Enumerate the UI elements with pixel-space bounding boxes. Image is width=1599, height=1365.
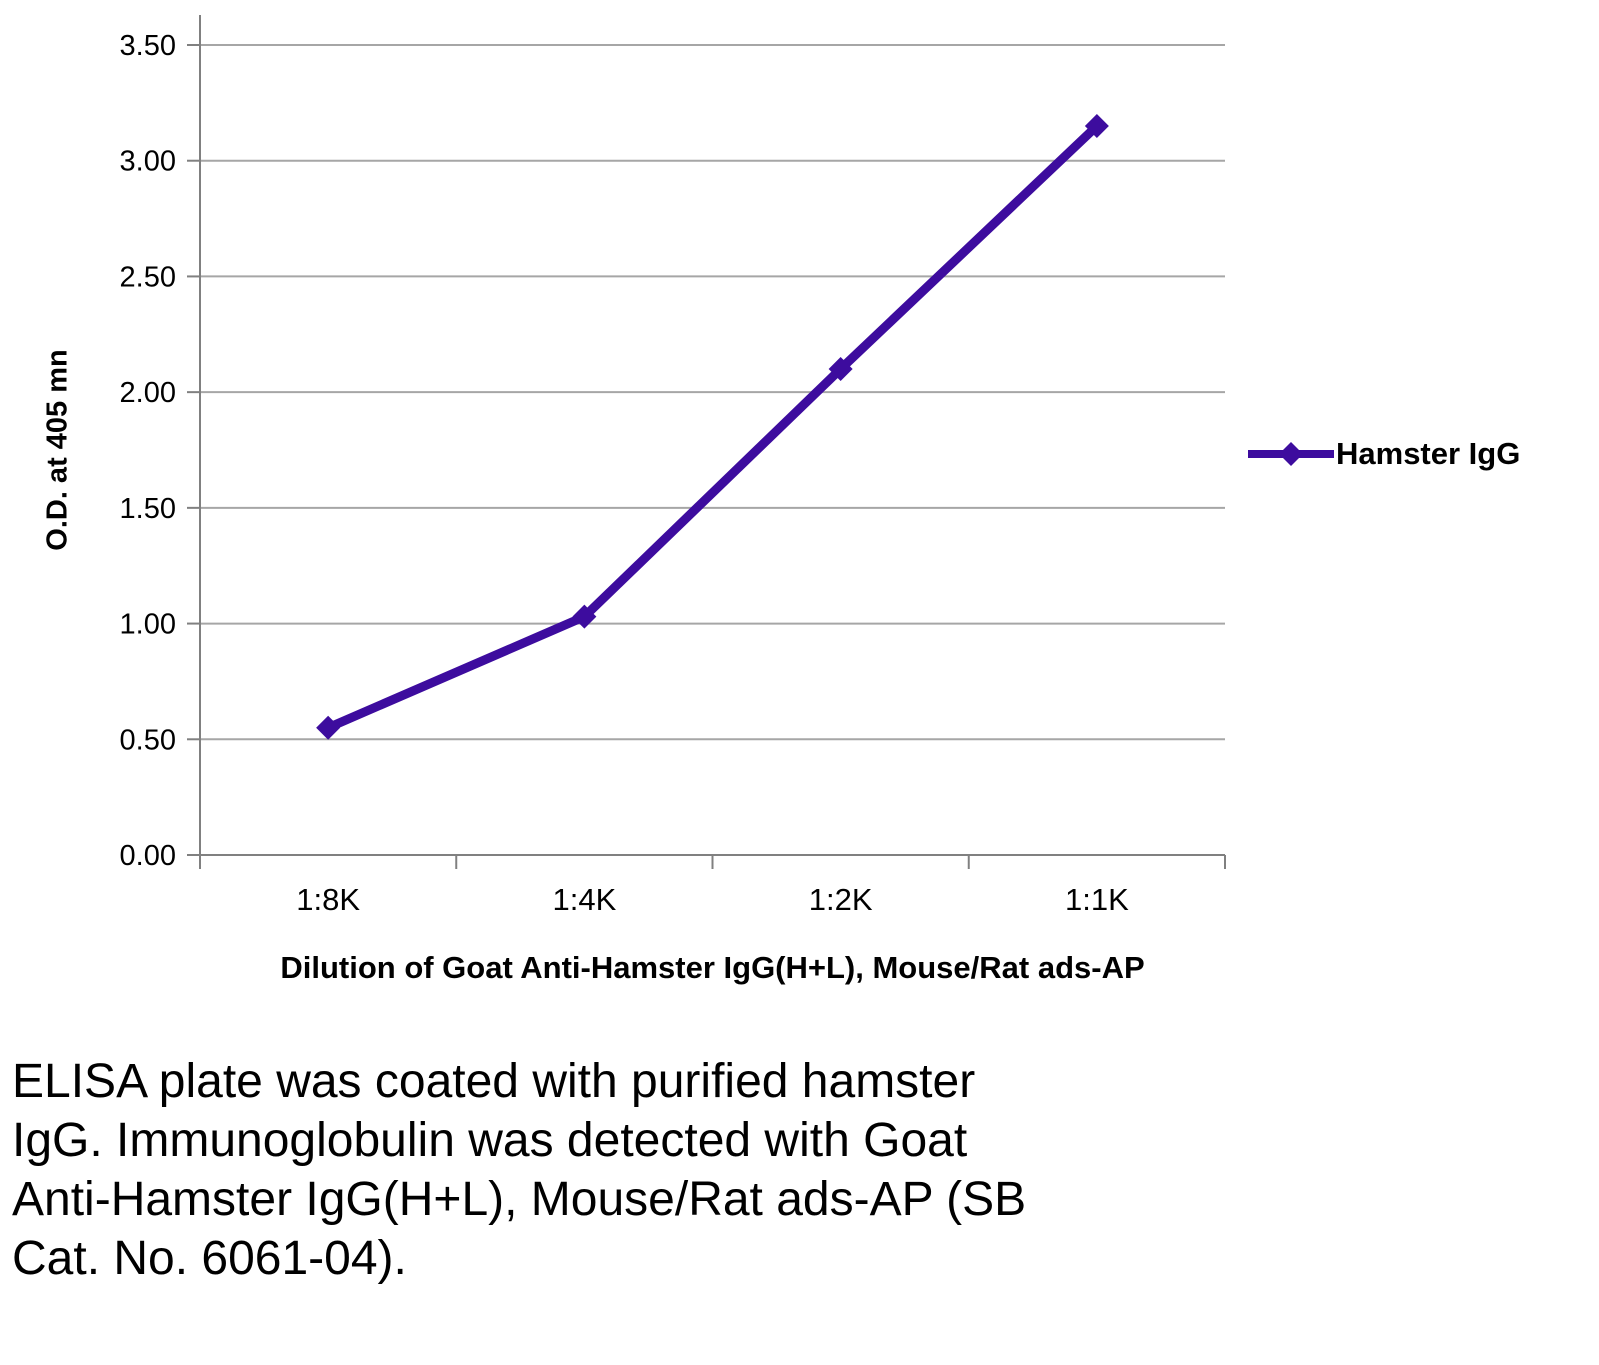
x-tick-label: 1:8K <box>296 882 360 917</box>
y-tick-label: 1.00 <box>120 609 176 641</box>
y-tick-label: 2.00 <box>120 377 176 409</box>
line-chart-plot: 0.00 0.50 1.00 1.50 2.00 2.50 3.00 3.50 1:8K 1:4K… <box>120 15 1226 917</box>
legend: Hamster IgG <box>1248 436 1520 472</box>
y-tick-label: 2.50 <box>120 261 176 293</box>
data-point-marker <box>1084 114 1109 138</box>
legend-line-marker-icon <box>1248 442 1334 466</box>
y-tick-label: 1.50 <box>120 493 176 525</box>
data-point-marker <box>572 604 597 629</box>
y-tick-label: 0.50 <box>120 724 176 756</box>
series-line <box>323 121 1102 733</box>
legend-label: Hamster IgG <box>1336 436 1521 471</box>
x-axis-title: Dilution of Goat Anti-Hamster IgG(H+L), … <box>280 950 1145 985</box>
data-point-marker <box>828 357 853 381</box>
y-tick-label: 0.00 <box>120 840 176 872</box>
y-tick-label: 3.50 <box>120 30 176 62</box>
x-tick-label: 1:4K <box>552 882 616 917</box>
y-tick-label: 3.00 <box>120 146 176 178</box>
x-tick-label: 1:2K <box>809 882 873 917</box>
y-axis-title: O.D. at 405 mn <box>41 349 74 551</box>
data-point-marker <box>316 715 341 740</box>
x-tick-label: 1:1K <box>1065 882 1129 917</box>
figure-caption: ELISA plate was coated with purified ham… <box>12 1055 1027 1286</box>
